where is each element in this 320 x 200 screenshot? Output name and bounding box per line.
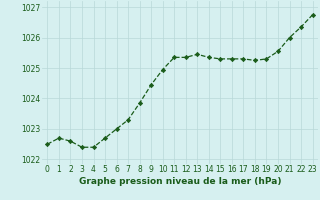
- X-axis label: Graphe pression niveau de la mer (hPa): Graphe pression niveau de la mer (hPa): [79, 177, 281, 186]
